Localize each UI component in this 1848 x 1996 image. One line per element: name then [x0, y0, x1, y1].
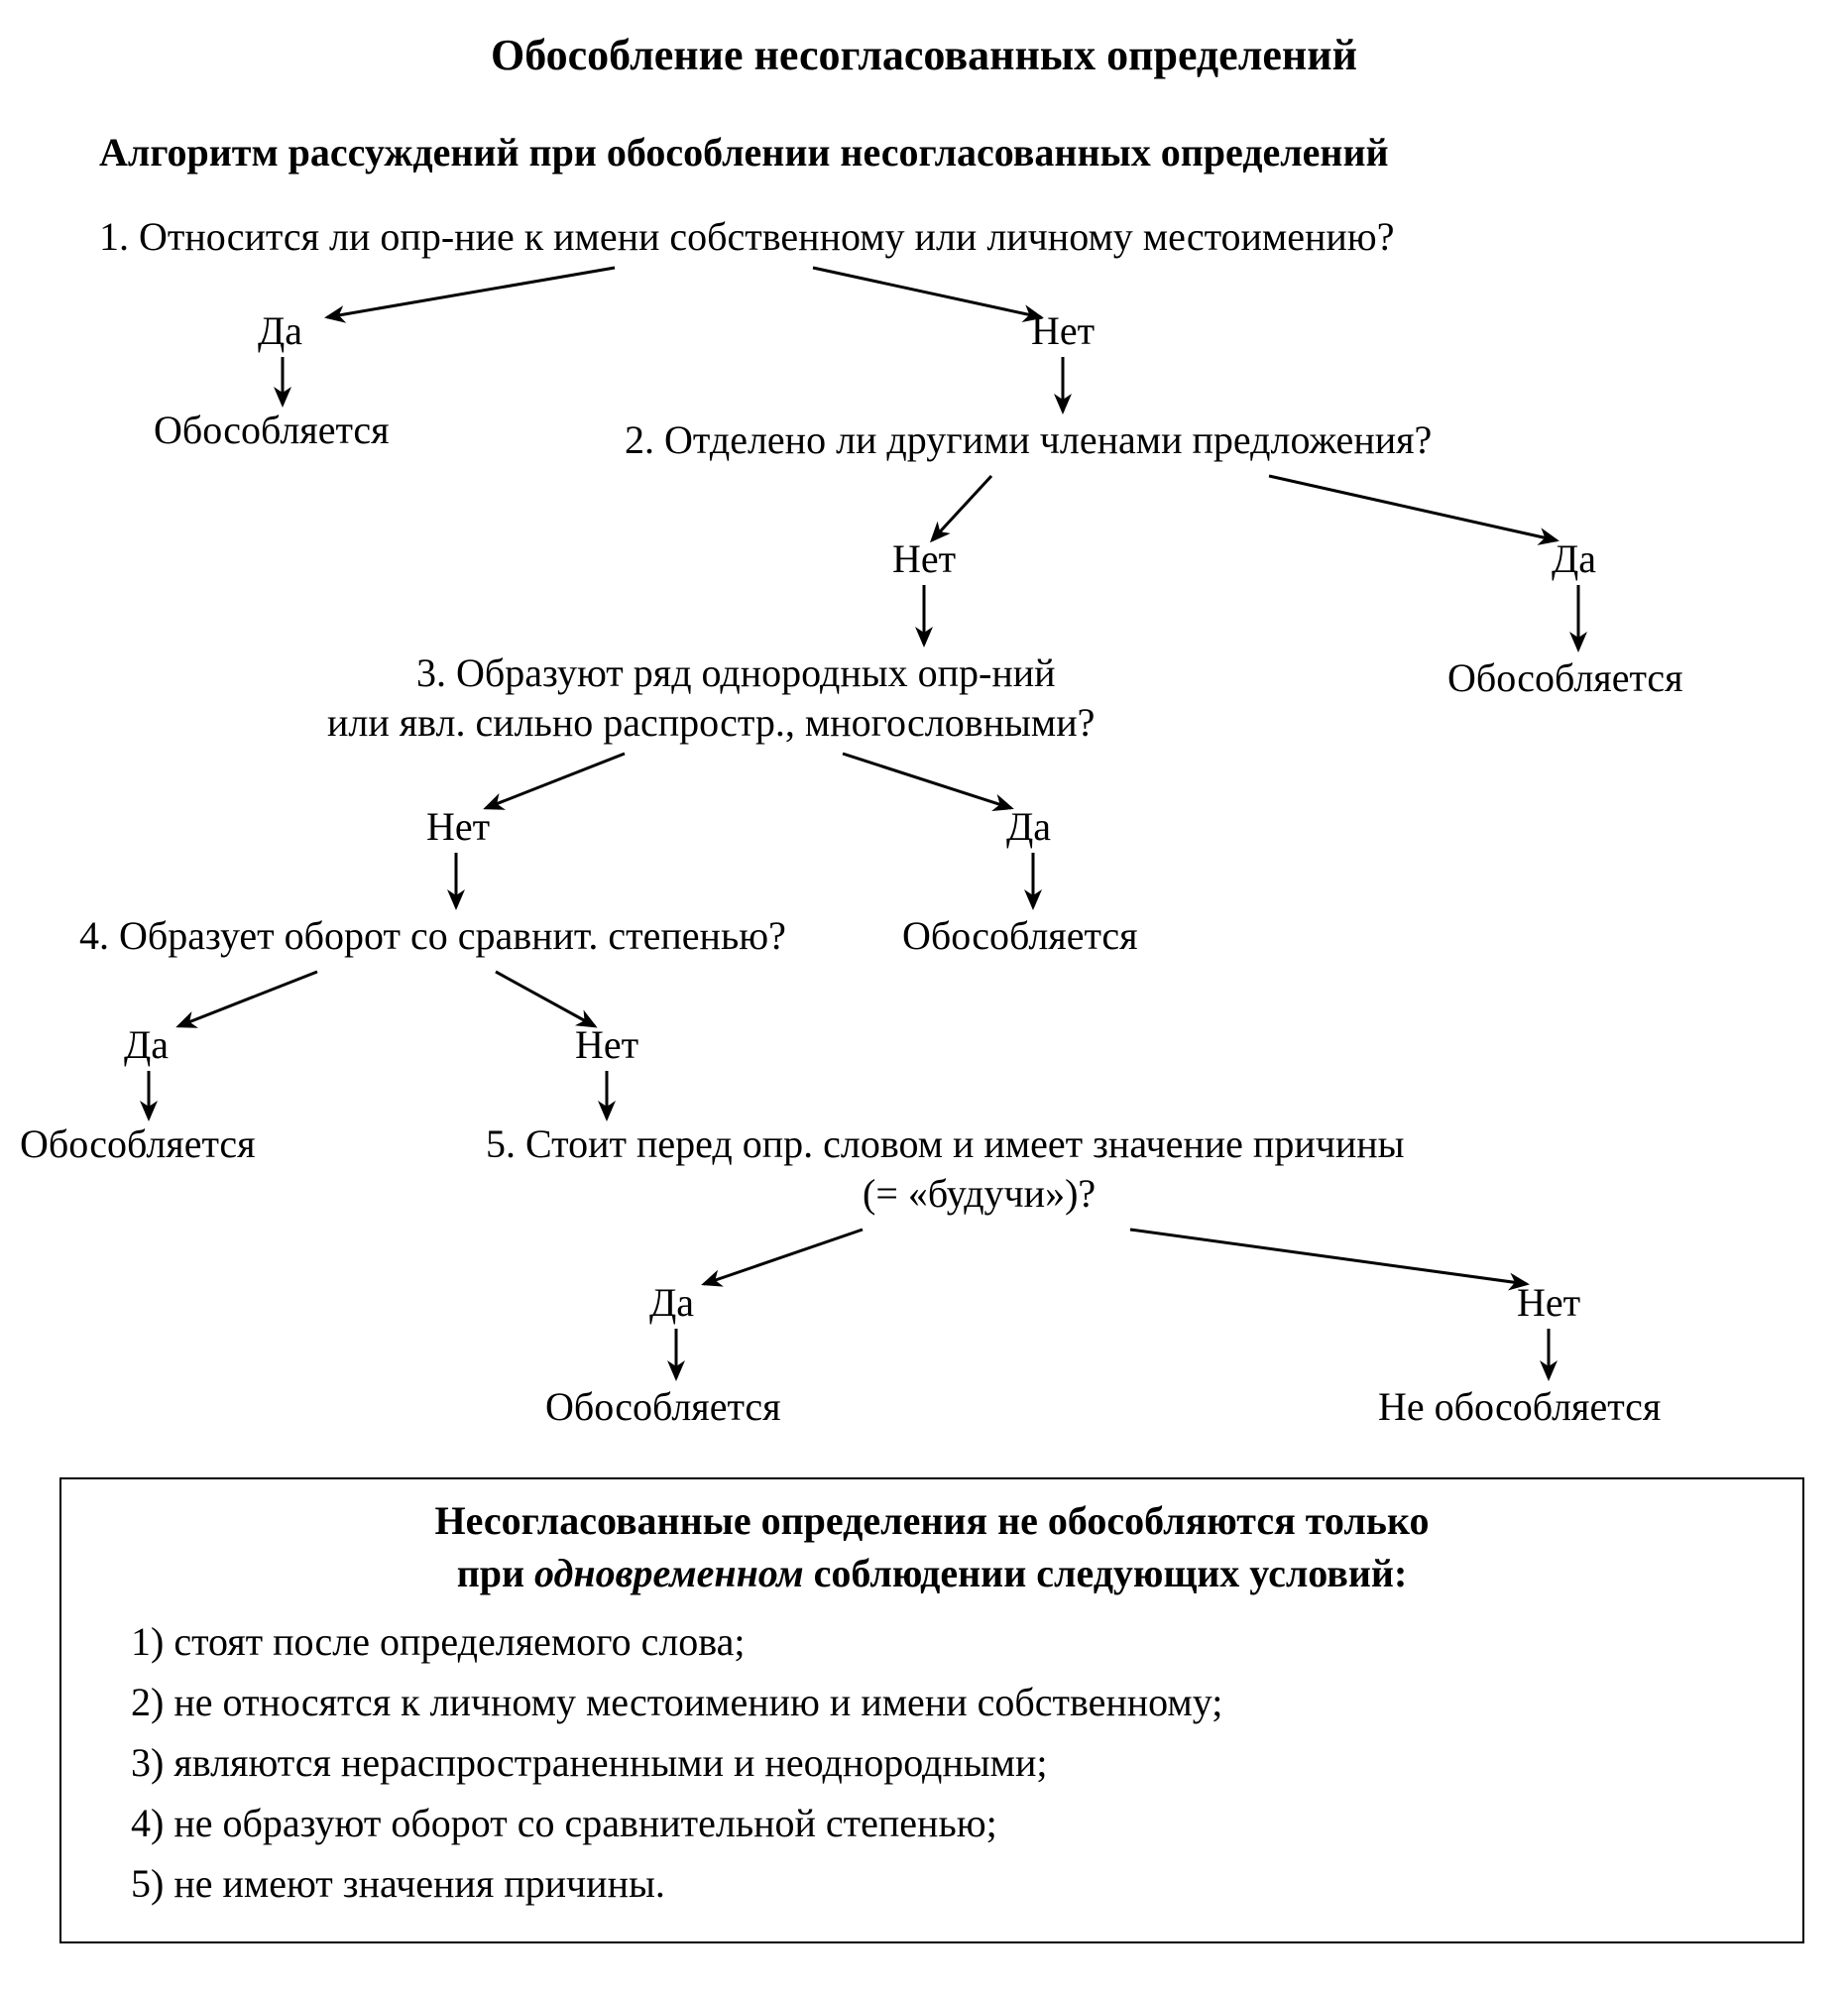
summary-title-line2: при одновременном соблюдении следующих у… — [61, 1550, 1802, 1596]
q4-no-label: Нет — [575, 1021, 638, 1068]
summary-title-line1: Несогласованные определения не обособляю… — [61, 1497, 1802, 1544]
q3-text-line1: 3. Образуют ряд однородных опр-ний — [416, 649, 1056, 696]
q1-yes-label: Да — [258, 307, 302, 354]
q5-no-label: Нет — [1517, 1279, 1580, 1326]
summary-item-4: 4) не образуют оборот со сравнительной с… — [131, 1800, 1802, 1846]
summary-item-5: 5) не имеют значения причины. — [131, 1860, 1802, 1907]
q3-no-label: Нет — [426, 803, 490, 850]
summary-item-2: 2) не относятся к личному местоимению и … — [131, 1679, 1802, 1725]
q2-yes-label: Да — [1552, 535, 1596, 582]
q5-text-line2: (= «будучи»)? — [863, 1170, 1096, 1217]
q1-text: 1. Относится ли опр-ние к имени собствен… — [99, 213, 1394, 260]
q4-text: 4. Образует оборот со сравнит. степенью? — [79, 912, 786, 959]
q2-no-label: Нет — [892, 535, 956, 582]
q5-text-line1: 5. Стоит перед опр. словом и имеет значе… — [486, 1120, 1405, 1167]
q4-yes-label: Да — [124, 1021, 169, 1068]
q5-no-result: Не обособляется — [1378, 1383, 1661, 1430]
summary-item-3: 3) являются нераспространенными и неодно… — [131, 1739, 1802, 1786]
main-title: Обособление несогласованных определений — [0, 30, 1848, 80]
summary-title-line2-em: одновременном — [534, 1551, 804, 1595]
q3-yes-label: Да — [1006, 803, 1051, 850]
page: Обособление несогласованных определений … — [0, 0, 1848, 1996]
q5-yes-label: Да — [649, 1279, 694, 1326]
q2-yes-result: Обособляется — [1447, 654, 1683, 701]
summary-item-1: 1) стоят после определяемого слова; — [131, 1618, 1802, 1665]
q5-yes-result: Обособляется — [545, 1383, 781, 1430]
summary-title-line2-end: соблюдении следующих условий: — [804, 1551, 1408, 1595]
subtitle: Алгоритм рассуждений при обособлении нес… — [99, 129, 1389, 176]
q1-yes-result: Обособляется — [154, 407, 390, 453]
summary-box: Несогласованные определения не обособляю… — [59, 1477, 1804, 1943]
q4-yes-result: Обособляется — [20, 1120, 256, 1167]
q1-no-label: Нет — [1031, 307, 1095, 354]
q3-yes-result: Обособляется — [902, 912, 1138, 959]
q3-text-line2: или явл. сильно распростр., многословным… — [327, 699, 1095, 746]
q2-text: 2. Отделено ли другими членами предложен… — [625, 416, 1432, 463]
summary-title-line2-start: при — [457, 1551, 534, 1595]
